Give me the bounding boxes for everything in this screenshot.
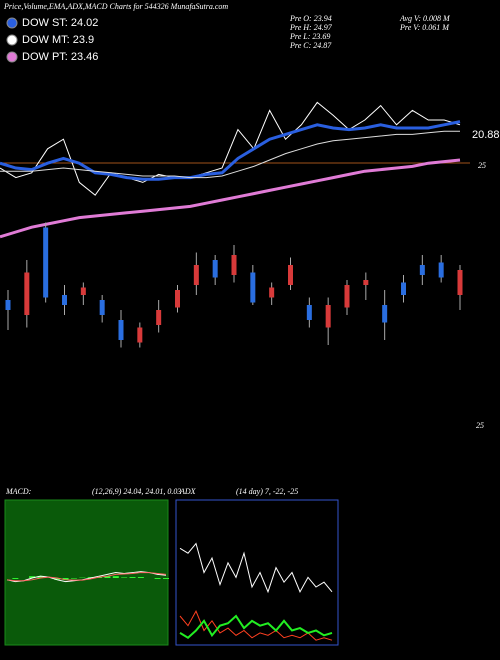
- histogram-bar: [129, 577, 136, 578]
- macd-line: [6, 572, 167, 582]
- candle-body: [62, 295, 67, 305]
- line-series: [0, 101, 461, 196]
- stat: Pre V: 0.061 M: [399, 23, 450, 32]
- histogram-bar: [62, 578, 69, 580]
- annotation: 25: [476, 421, 484, 430]
- histogram-bar: [29, 576, 36, 578]
- legend-label: DOW PT: 23.46: [22, 51, 98, 63]
- legend-swatch: [6, 17, 18, 29]
- histogram-bar: [70, 578, 77, 579]
- histogram-bar: [154, 578, 161, 579]
- page-title: Price,Volume,EMA,ADX,MACD Charts for 544…: [3, 2, 228, 11]
- stat: Pre H: 24.97: [289, 23, 333, 32]
- candle-body: [5, 300, 11, 310]
- panel-subtitle: (14 day) 7, -22, -25: [236, 487, 298, 496]
- candle-body: [193, 265, 199, 285]
- legend-swatch: [6, 51, 18, 63]
- candle-body: [325, 305, 331, 328]
- candle-body: [80, 287, 86, 295]
- histogram-bar: [163, 578, 169, 579]
- candle-body: [288, 265, 293, 285]
- line-series: [0, 130, 460, 179]
- candle-body: [175, 290, 180, 308]
- candle-body: [457, 270, 463, 295]
- candle-body: [419, 265, 425, 275]
- candle-body: [231, 255, 237, 275]
- annotation: 20.88: [472, 129, 500, 141]
- candle-body: [156, 310, 162, 325]
- stat: Pre O: 23.94: [289, 14, 332, 23]
- histogram-bar: [137, 577, 144, 578]
- stat: Avg V: 0.008 M: [399, 14, 451, 23]
- histogram-bar: [121, 577, 128, 578]
- candle-body: [438, 262, 444, 278]
- candle-body: [306, 305, 312, 320]
- candle-body: [250, 272, 256, 303]
- histogram-bar: [54, 578, 61, 580]
- candle-body: [212, 260, 218, 278]
- candle-body: [99, 300, 105, 315]
- candle-body: [269, 287, 275, 298]
- candle-body: [137, 327, 143, 343]
- adx-line: [179, 610, 333, 641]
- adx-line: [179, 542, 333, 594]
- candle-body: [363, 280, 369, 285]
- line-series: [0, 120, 461, 181]
- panel-title: MACD:: [5, 487, 32, 496]
- stat: Pre C: 24.87: [289, 41, 332, 50]
- candle-body: [118, 320, 124, 340]
- macd-line: [6, 571, 167, 583]
- stat: Pre L: 23.69: [289, 32, 330, 41]
- legend-swatch: [6, 34, 18, 46]
- candle-body: [24, 272, 30, 315]
- legend-label: DOW ST: 24.02: [22, 17, 98, 29]
- candle-body: [344, 285, 350, 308]
- histogram-bar: [37, 576, 44, 578]
- line-series: [0, 158, 461, 239]
- panel-subtitle: (12,26,9) 24.04, 24.01, 0.03: [92, 487, 181, 496]
- adx-line: [179, 614, 333, 639]
- legend-label: DOW MT: 23.9: [22, 34, 94, 46]
- candle-body: [43, 227, 49, 298]
- panel-title: ADX: [179, 487, 197, 496]
- histogram-bar: [12, 578, 19, 579]
- candle-body: [382, 305, 388, 323]
- histogram-bar: [112, 576, 119, 578]
- histogram-bar: [104, 576, 111, 578]
- annotation: 25: [478, 161, 486, 170]
- candle-body: [401, 282, 406, 295]
